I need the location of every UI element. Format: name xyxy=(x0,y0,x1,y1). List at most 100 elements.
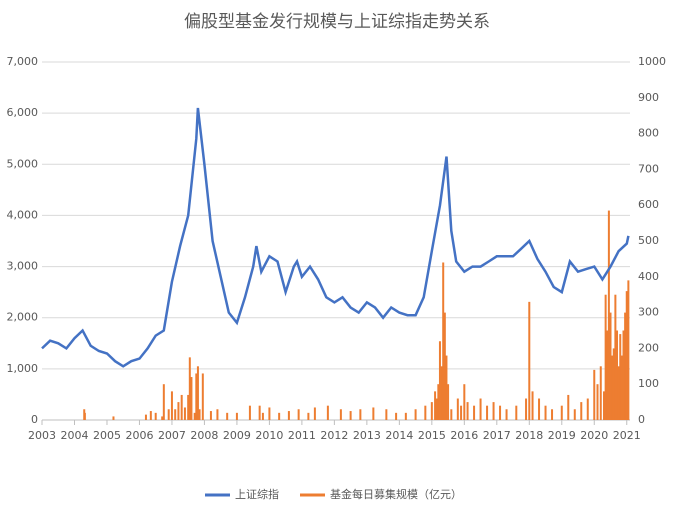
bar xyxy=(463,384,466,420)
bar xyxy=(466,402,469,420)
bar xyxy=(609,312,612,420)
bar xyxy=(180,394,183,420)
bar xyxy=(434,391,437,420)
y2-tick-label: 0 xyxy=(638,413,645,426)
y2-tick-label: 200 xyxy=(638,341,659,354)
bar xyxy=(187,394,190,420)
bar xyxy=(414,409,417,420)
y-tick-label: 4,000 xyxy=(7,208,39,221)
bar xyxy=(258,405,261,420)
y2-tick-label: 600 xyxy=(638,198,659,211)
bar xyxy=(112,416,115,420)
bar xyxy=(313,407,316,420)
bar xyxy=(226,412,229,420)
x-tick-label: 2008 xyxy=(190,429,218,442)
bar xyxy=(473,405,476,420)
bar xyxy=(195,373,198,420)
bar xyxy=(198,409,201,420)
x-tick-label: 2018 xyxy=(515,429,543,442)
y2-tick-label: 900 xyxy=(638,91,659,104)
y2-tick-label: 500 xyxy=(638,234,659,247)
bar xyxy=(326,405,329,420)
bar xyxy=(174,409,177,420)
bar xyxy=(144,414,147,420)
bar xyxy=(385,409,388,420)
bar xyxy=(627,280,630,420)
bar xyxy=(620,355,623,420)
legend-label: 上证综指 xyxy=(235,487,279,501)
bar xyxy=(538,398,541,420)
x-tick-label: 2016 xyxy=(450,429,478,442)
y2-tick-label: 100 xyxy=(638,377,659,390)
bar xyxy=(235,412,238,420)
x-tick-label: 2009 xyxy=(223,429,251,442)
bar xyxy=(612,348,615,420)
bar xyxy=(435,398,438,420)
bar xyxy=(190,377,193,420)
bar xyxy=(515,405,518,420)
y-tick-label: 7,000 xyxy=(7,55,39,68)
bar xyxy=(604,294,607,420)
y2-tick-label: 1000 xyxy=(638,55,666,68)
bar xyxy=(443,312,446,420)
y2-tick-label: 400 xyxy=(638,270,659,283)
bar xyxy=(580,402,583,420)
bar xyxy=(440,366,443,420)
bar xyxy=(445,355,448,420)
bar xyxy=(149,411,152,420)
bar xyxy=(607,210,610,420)
bar xyxy=(492,402,495,420)
x-tick-label: 2006 xyxy=(125,429,153,442)
x-tick-label: 2004 xyxy=(60,429,88,442)
bar xyxy=(177,402,180,420)
bar xyxy=(567,394,570,420)
y2-tick-label: 700 xyxy=(638,162,659,175)
y-tick-label: 0 xyxy=(31,413,38,426)
legend-label: 基金每日募集规模（亿元） xyxy=(330,487,462,501)
bar xyxy=(339,409,342,420)
bar xyxy=(261,412,264,420)
bar xyxy=(216,409,219,420)
x-tick-label: 2014 xyxy=(385,429,413,442)
x-tick-label: 2013 xyxy=(353,429,381,442)
bar xyxy=(201,373,204,420)
bar xyxy=(456,398,459,420)
bar xyxy=(359,409,362,420)
bar xyxy=(188,357,191,420)
bar xyxy=(596,384,599,420)
bar xyxy=(479,398,482,420)
bar xyxy=(442,262,445,420)
bar xyxy=(167,409,170,420)
bar xyxy=(525,398,528,420)
bar xyxy=(395,412,398,420)
bar xyxy=(560,405,563,420)
bar xyxy=(528,301,531,420)
x-tick-label: 2010 xyxy=(255,429,283,442)
bar xyxy=(162,384,165,420)
bar xyxy=(616,330,619,420)
y2-tick-label: 800 xyxy=(638,127,659,140)
x-tick-label: 2005 xyxy=(93,429,121,442)
bar xyxy=(586,398,589,420)
x-tick-label: 2015 xyxy=(418,429,446,442)
x-tick-label: 2011 xyxy=(288,429,316,442)
bar xyxy=(460,405,463,420)
bar xyxy=(209,411,212,420)
bar xyxy=(606,330,609,420)
x-tick-label: 2003 xyxy=(28,429,56,442)
bar xyxy=(424,405,427,420)
bar xyxy=(297,409,300,420)
bar xyxy=(573,409,576,420)
bar xyxy=(599,366,602,420)
bar xyxy=(603,391,606,420)
bar xyxy=(622,330,625,420)
x-tick-label: 2012 xyxy=(320,429,348,442)
bar xyxy=(505,409,508,420)
bar xyxy=(544,405,547,420)
bar xyxy=(614,294,617,420)
bar xyxy=(268,407,271,420)
y-tick-label: 2,000 xyxy=(7,311,39,324)
x-tick-label: 2020 xyxy=(580,429,608,442)
bar xyxy=(447,384,450,420)
